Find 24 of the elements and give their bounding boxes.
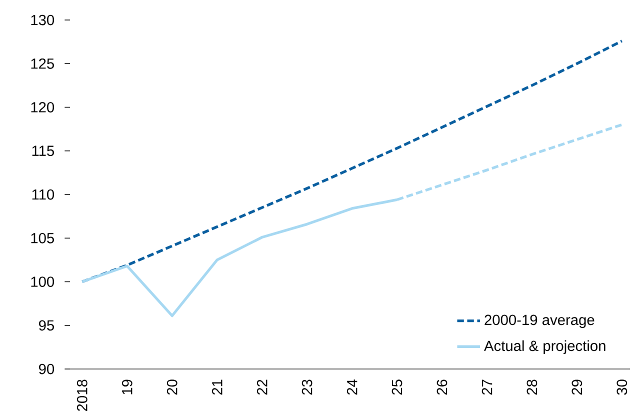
y-tick-label: 125: [31, 58, 54, 69]
x-tick-label: 19: [122, 380, 132, 394]
y-tick-label: 110: [32, 189, 54, 200]
x-tick-label: 23: [302, 380, 312, 395]
x-tick-label: 29: [572, 380, 582, 395]
y-tick-label: 120: [31, 102, 54, 112]
legend-label: Actual & projection: [484, 340, 606, 354]
x-tick-label: 26: [436, 380, 448, 395]
y-tick-label: 100: [31, 276, 54, 287]
x-tick-label: 21: [212, 380, 222, 395]
x-tick-label: 22: [256, 380, 268, 395]
legend-label: 2000-19 average: [484, 314, 594, 328]
y-tick-label: 95: [39, 320, 54, 331]
x-tick-label: 28: [526, 380, 538, 395]
y-tick-label: 115: [32, 146, 54, 156]
y-tick-label: 90: [39, 364, 54, 374]
x-tick-label: 27: [482, 380, 492, 395]
y-tick-label: 105: [31, 232, 54, 244]
y-tick-label: 130: [31, 14, 54, 26]
x-tick-label: 20: [166, 380, 178, 395]
x-tick-label: 24: [346, 379, 358, 395]
x-tick-label: 2018: [76, 380, 88, 411]
x-tick-label: 25: [392, 380, 402, 395]
x-tick-label: 30: [616, 380, 628, 395]
